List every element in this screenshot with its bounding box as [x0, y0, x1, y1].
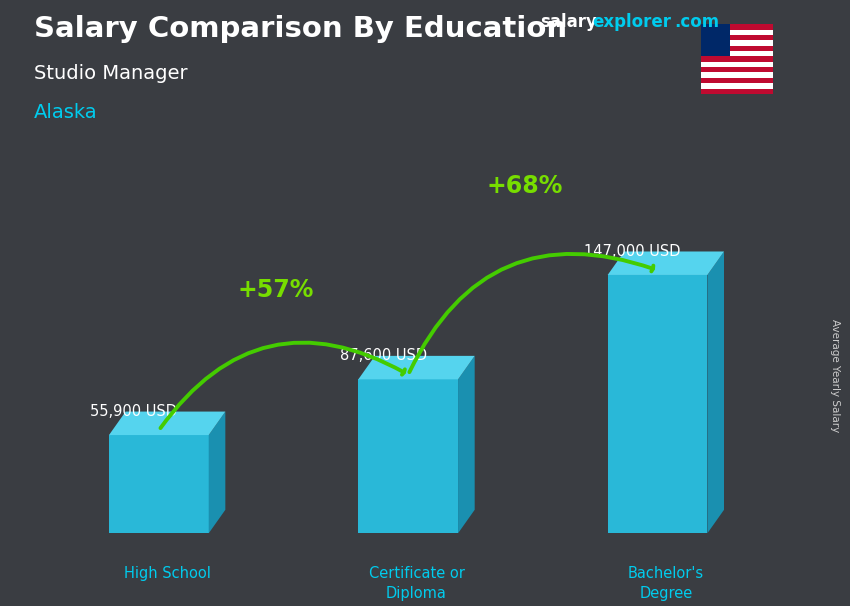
Bar	[701, 83, 774, 88]
Polygon shape	[608, 275, 707, 533]
Bar	[701, 24, 730, 56]
Polygon shape	[359, 379, 458, 533]
Text: Salary Comparison By Education: Salary Comparison By Education	[34, 15, 567, 43]
Text: +57%: +57%	[237, 278, 314, 302]
Text: 147,000 USD: 147,000 USD	[584, 244, 681, 259]
Polygon shape	[209, 411, 225, 533]
Text: +68%: +68%	[486, 174, 563, 198]
Text: Average Yearly Salary: Average Yearly Salary	[830, 319, 840, 432]
Polygon shape	[109, 411, 225, 435]
Text: Certificate or
Diploma: Certificate or Diploma	[369, 566, 464, 601]
Bar	[701, 73, 774, 78]
Text: 87,600 USD: 87,600 USD	[340, 348, 427, 363]
Bar	[701, 62, 774, 67]
Text: salary: salary	[540, 13, 597, 32]
Bar	[701, 56, 774, 62]
Text: .com: .com	[674, 13, 719, 32]
Text: Studio Manager: Studio Manager	[34, 64, 188, 82]
Bar	[701, 35, 774, 41]
Text: Bachelor's
Degree: Bachelor's Degree	[628, 566, 704, 601]
Polygon shape	[109, 435, 209, 533]
Polygon shape	[707, 251, 724, 533]
Bar	[701, 45, 774, 51]
Bar	[701, 24, 774, 30]
Bar	[701, 67, 774, 73]
Text: explorer: explorer	[592, 13, 672, 32]
Bar	[701, 88, 774, 94]
Text: High School: High School	[124, 566, 211, 581]
Bar	[701, 41, 774, 45]
Polygon shape	[458, 356, 474, 533]
Polygon shape	[608, 251, 724, 275]
Bar	[701, 51, 774, 56]
Text: Alaska: Alaska	[34, 103, 98, 122]
Text: 55,900 USD: 55,900 USD	[90, 404, 178, 419]
Polygon shape	[359, 356, 474, 379]
Bar	[701, 78, 774, 83]
Bar	[701, 30, 774, 35]
